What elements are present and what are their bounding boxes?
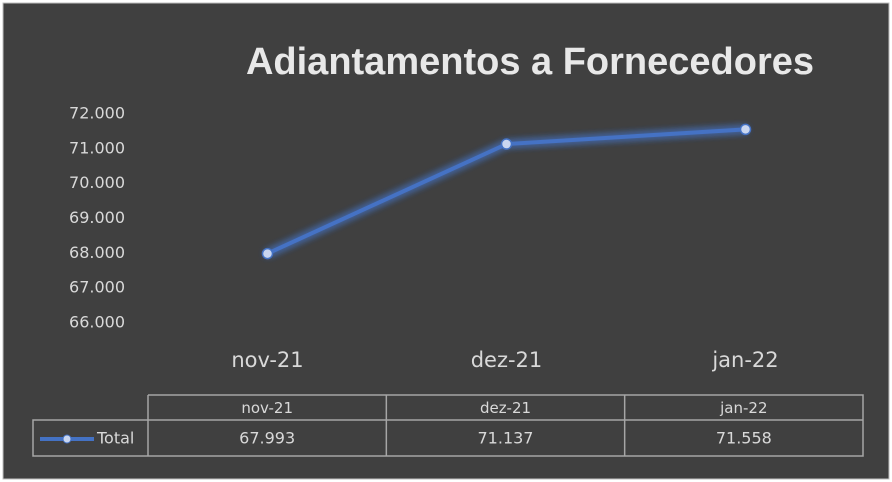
- point-marker: [739, 123, 752, 136]
- table-header: nov-21: [241, 399, 293, 417]
- x-tick-label: dez-21: [471, 348, 543, 372]
- table-header: dez-21: [480, 399, 531, 417]
- x-tick-label: nov-21: [231, 348, 303, 372]
- y-tick-label: 68.000: [69, 243, 125, 262]
- table-value: 71.558: [716, 429, 772, 448]
- point-marker: [500, 138, 513, 150]
- table-grid: [32, 394, 864, 457]
- y-tick-label: 70.000: [69, 173, 125, 192]
- y-tick-label: 71.000: [69, 138, 125, 157]
- table-value: 67.993: [239, 429, 295, 448]
- legend-label: Total: [96, 429, 134, 448]
- x-tick-label: jan-22: [711, 348, 778, 372]
- y-tick-label: 69.000: [69, 208, 125, 227]
- table-value: 71.137: [478, 429, 534, 448]
- table-header: jan-22: [719, 399, 767, 417]
- y-tick-label: 66.000: [69, 313, 125, 332]
- y-tick-label: 67.000: [69, 278, 125, 297]
- y-tick-label: 72.000: [69, 104, 125, 123]
- legend-key-marker: [62, 434, 72, 444]
- chart-title: Adiantamentos a Fornecedores: [246, 41, 814, 83]
- point-marker: [261, 247, 274, 260]
